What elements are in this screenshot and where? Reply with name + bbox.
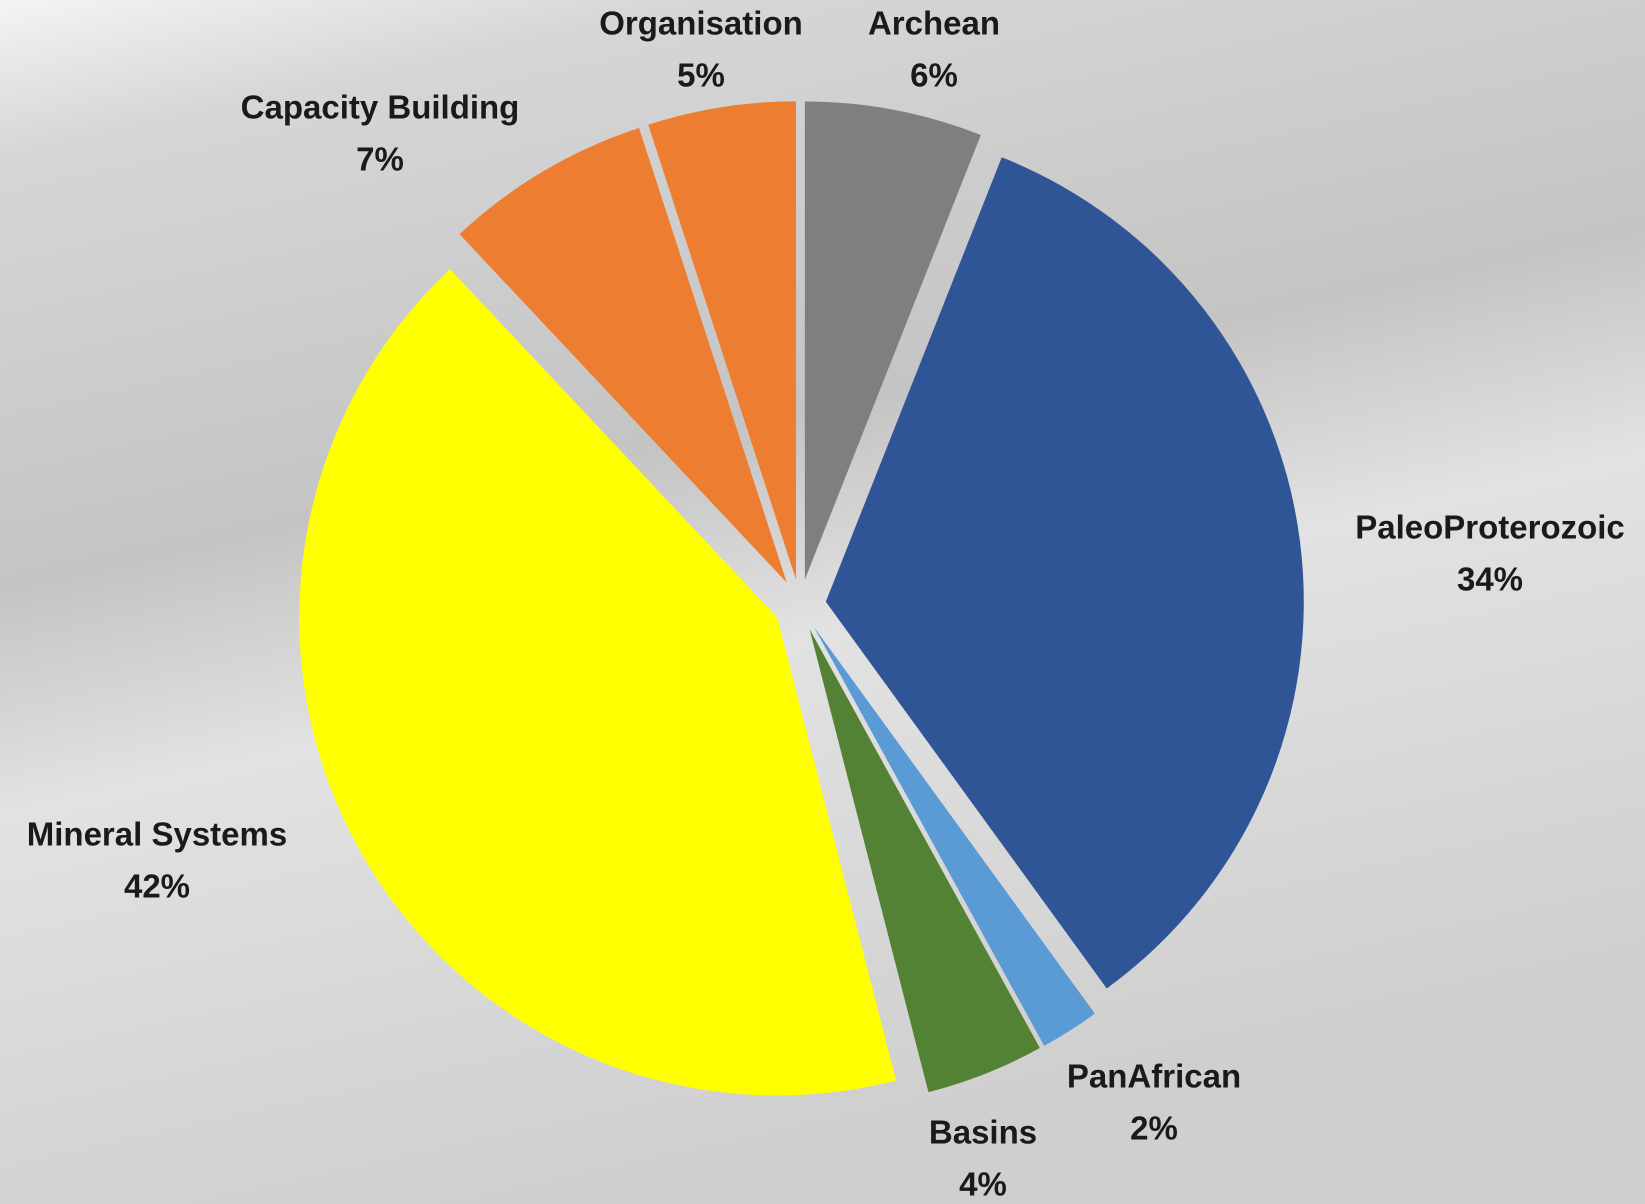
- slice-label: Capacity Building: [241, 89, 520, 126]
- slice-value-label: 7%: [356, 141, 404, 178]
- slice-value-label: 2%: [1130, 1110, 1178, 1147]
- pie-slice: [813, 626, 1095, 1046]
- pie-slice: [648, 101, 796, 580]
- slice-label: Organisation: [599, 5, 803, 42]
- pie-slice: [299, 269, 897, 1096]
- slice-label: Archean: [868, 5, 1000, 42]
- slice-label: Basins: [929, 1114, 1037, 1151]
- slice-value-label: 4%: [959, 1166, 1007, 1203]
- slice-value-label: 5%: [677, 57, 725, 94]
- slice-label: PanAfrican: [1067, 1058, 1241, 1095]
- slice-value-label: 34%: [1457, 561, 1523, 598]
- slice-value-label: 42%: [124, 868, 190, 905]
- pie-slice: [825, 157, 1304, 989]
- slice-value-label: 6%: [910, 57, 958, 94]
- pie-slice: [459, 128, 787, 583]
- slice-label: PaleoProterozoic: [1355, 509, 1625, 546]
- pie-slice: [809, 629, 1040, 1093]
- pie-slice: [804, 101, 981, 580]
- slice-label: Mineral Systems: [27, 816, 287, 853]
